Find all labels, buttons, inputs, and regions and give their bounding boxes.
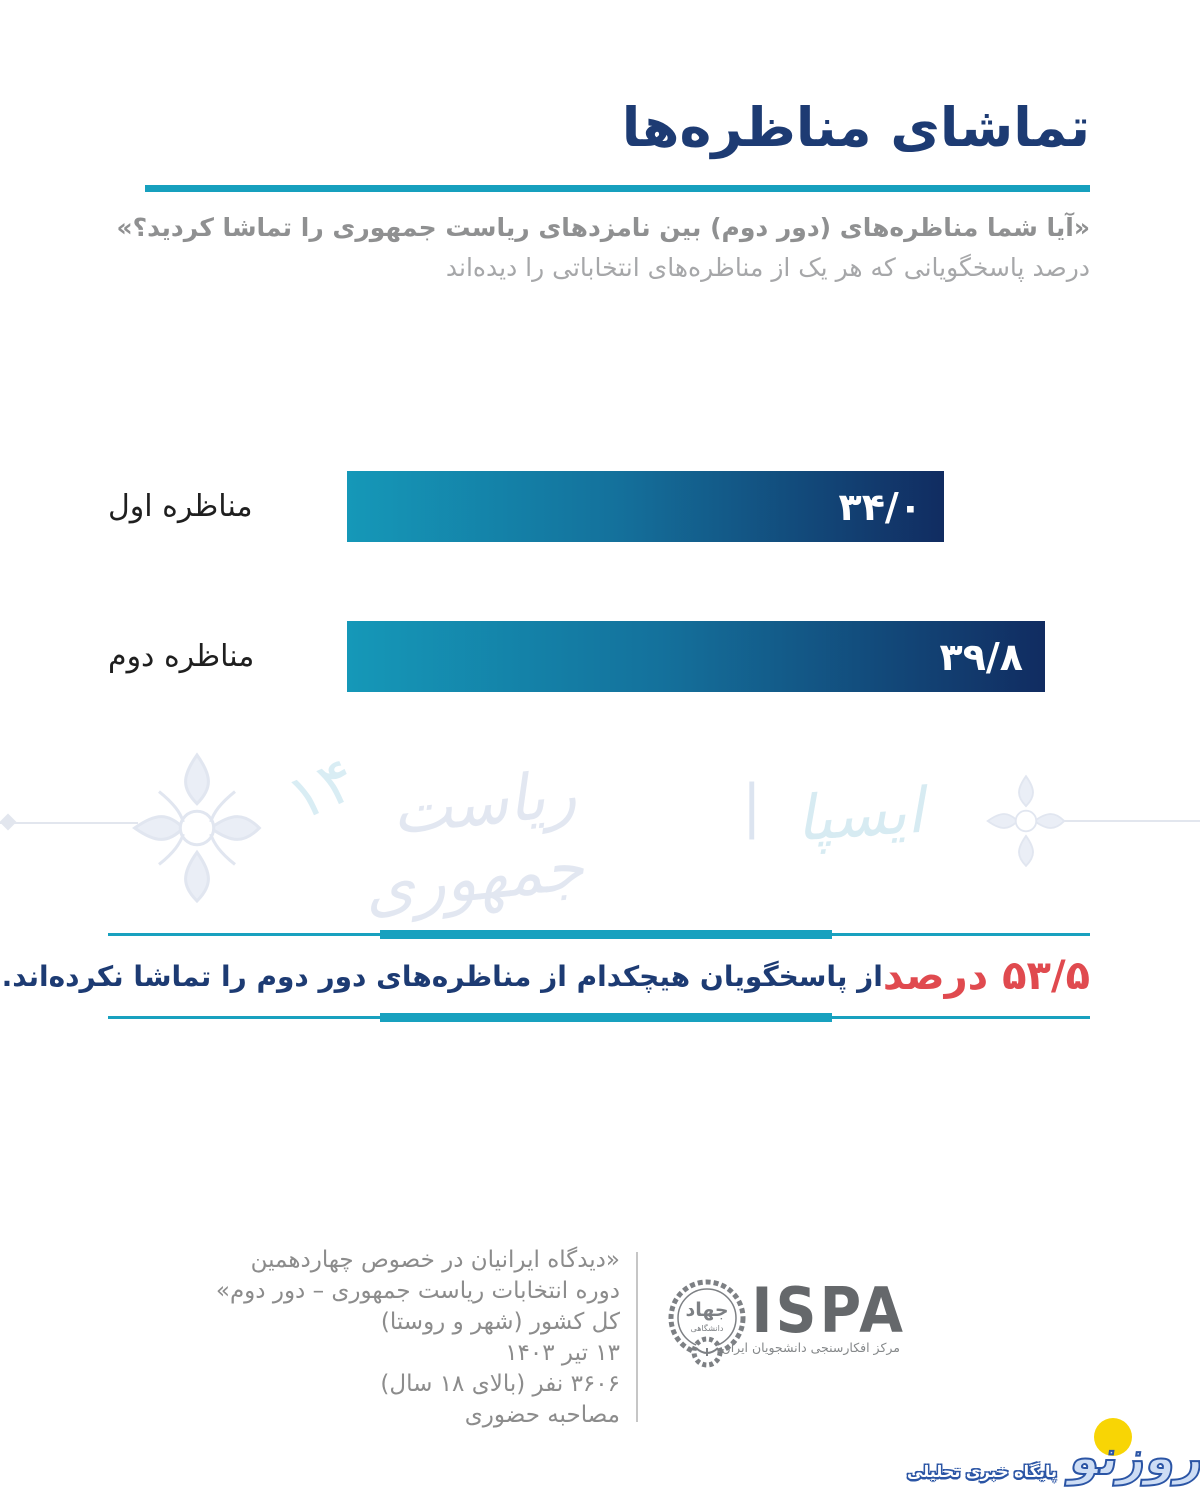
ispa-logo: ISPA مرکز افکارسنجی دانشجویان ایران <box>721 1279 903 1355</box>
bar-row: مناظره اول ۳۴/۰ <box>0 471 1200 542</box>
site-logo-circle-icon <box>1094 1418 1132 1456</box>
survey-line: مصاحبه حضوری <box>464 1402 620 1428</box>
callout-percentage: ۵۳/۵ درصد <box>882 953 1090 999</box>
site-logo-tagline: پایگاه خبری تحلیلی <box>907 1462 1057 1481</box>
bar-category-label: مناظره دوم <box>108 639 255 674</box>
survey-line: ۳۶۰۶ نفر (بالای ۱۸ سال) <box>380 1371 620 1397</box>
ornament-right-icon <box>986 774 1066 868</box>
survey-question: «آیا شما مناظره‌های (دور دوم) بین نامزده… <box>116 213 1090 242</box>
watermark-separator: | <box>742 772 762 840</box>
emblem-text-bottom: دانشگاهی <box>691 1323 724 1333</box>
survey-line: «دیدگاه ایرانیان در خصوص چهاردهمین <box>250 1247 620 1273</box>
watermark-number: ۱۴ <box>276 741 367 836</box>
bar: ۳۹/۸ <box>347 621 1045 692</box>
survey-line: دوره انتخابات ریاست جمهوری – دور دوم» <box>215 1278 620 1304</box>
survey-line: کل کشور (شهر و روستا) <box>380 1309 620 1335</box>
watermark-ispa: ایسپا <box>793 773 926 856</box>
callout-rule-bottom-thick <box>380 1013 832 1022</box>
ornament-left-icon <box>132 752 262 904</box>
survey-line: ۱۳ تیر ۱۴۰۳ <box>505 1340 620 1366</box>
watermark-calligraphy: ریاست جمهوری <box>360 756 588 928</box>
survey-subtitle: درصد پاسخگویانی که هر یک از مناظره‌های ا… <box>445 253 1090 282</box>
bar-row: مناظره دوم ۳۹/۸ <box>0 621 1200 692</box>
title-underline <box>145 185 1090 192</box>
survey-details: «دیدگاه ایرانیان در خصوص چهاردهمین دوره ا… <box>216 1245 620 1431</box>
watermark-line-left <box>0 822 138 824</box>
footer-divider <box>636 1252 638 1422</box>
callout-rule-top <box>108 930 1090 939</box>
bar-category-label: مناظره اول <box>108 489 253 524</box>
bar: ۳۴/۰ <box>347 471 944 542</box>
bar-value-label: ۳۹/۸ <box>939 634 1023 679</box>
callout-rule-top-thick <box>380 930 832 939</box>
jahad-daneshgahi-emblem-icon: جهاد دانشگاهی <box>668 1279 746 1368</box>
callout: ۵۳/۵ درصد از پاسخگویان هیچکدام از مناظره… <box>2 944 1090 1008</box>
watermark-diamond-left <box>0 813 17 831</box>
bar-value-label: ۳۴/۰ <box>838 484 922 529</box>
watermark-line-right <box>1062 820 1200 822</box>
page-title: تماشای مناظره‌ها <box>621 96 1090 159</box>
ispa-wordmark: ISPA <box>751 1274 907 1347</box>
callout-rule-bottom <box>108 1013 1090 1022</box>
callout-body-text: از پاسخگویان هیچکدام از مناظره‌های دور د… <box>1 959 883 993</box>
emblem-text-top: جهاد <box>685 1299 728 1321</box>
site-logo-wordmark: روزنو <box>1066 1429 1200 1487</box>
ispa-subtitle: مرکز افکارسنجی دانشجویان ایران <box>721 1340 900 1355</box>
